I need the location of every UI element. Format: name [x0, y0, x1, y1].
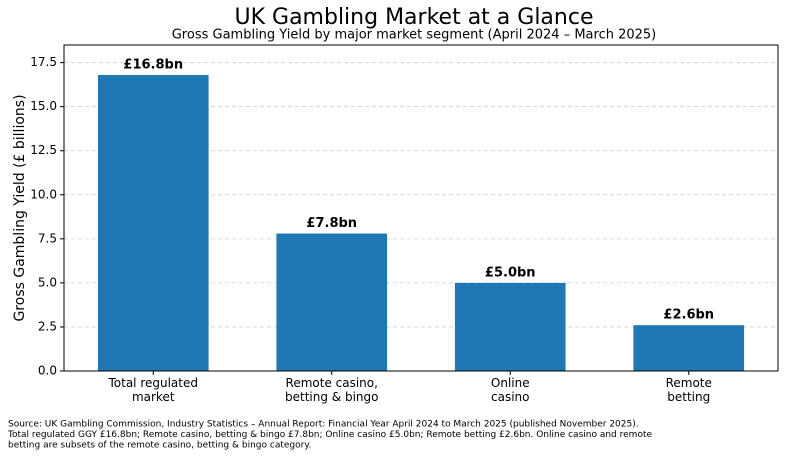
y-tick-label: 5.0 — [38, 275, 57, 289]
y-tick-label: 0.0 — [38, 364, 57, 378]
bar — [97, 74, 209, 371]
x-tick-label: Online casino — [491, 376, 530, 404]
value-label: £16.8bn — [123, 57, 183, 72]
chart-subtitle: Gross Gambling Yield by major market seg… — [172, 28, 657, 43]
x-tick-label: Remote betting — [666, 376, 712, 404]
y-tick-label: 10.0 — [30, 187, 57, 201]
bar — [454, 282, 566, 371]
y-tick-label: 2.5 — [38, 319, 57, 333]
plot-frame — [63, 44, 779, 372]
y-axis-label: Gross Gambling Yield (£ billions) — [12, 94, 28, 321]
source-note: betting are subsets of the remote casino… — [8, 441, 311, 451]
x-tick-label: Remote casino, betting & bingo — [285, 376, 378, 404]
y-tick-label: 15.0 — [30, 99, 57, 113]
x-tick-label: Total regulated market — [107, 376, 198, 404]
source-note: Source: UK Gambling Commission, Industry… — [8, 420, 639, 430]
value-label: £5.0bn — [485, 265, 536, 280]
y-tick-label: 12.5 — [30, 143, 57, 157]
y-tick-label: 17.5 — [30, 55, 57, 69]
source-note: Total regulated GGY £16.8bn; Remote casi… — [7, 430, 652, 440]
y-tick-label: 7.5 — [38, 231, 57, 245]
chart-title: UK Gambling Market at a Glance — [235, 5, 594, 30]
value-label: £7.8bn — [306, 216, 357, 231]
bar — [276, 233, 388, 371]
value-label: £2.6bn — [663, 308, 714, 323]
bar — [633, 325, 745, 371]
